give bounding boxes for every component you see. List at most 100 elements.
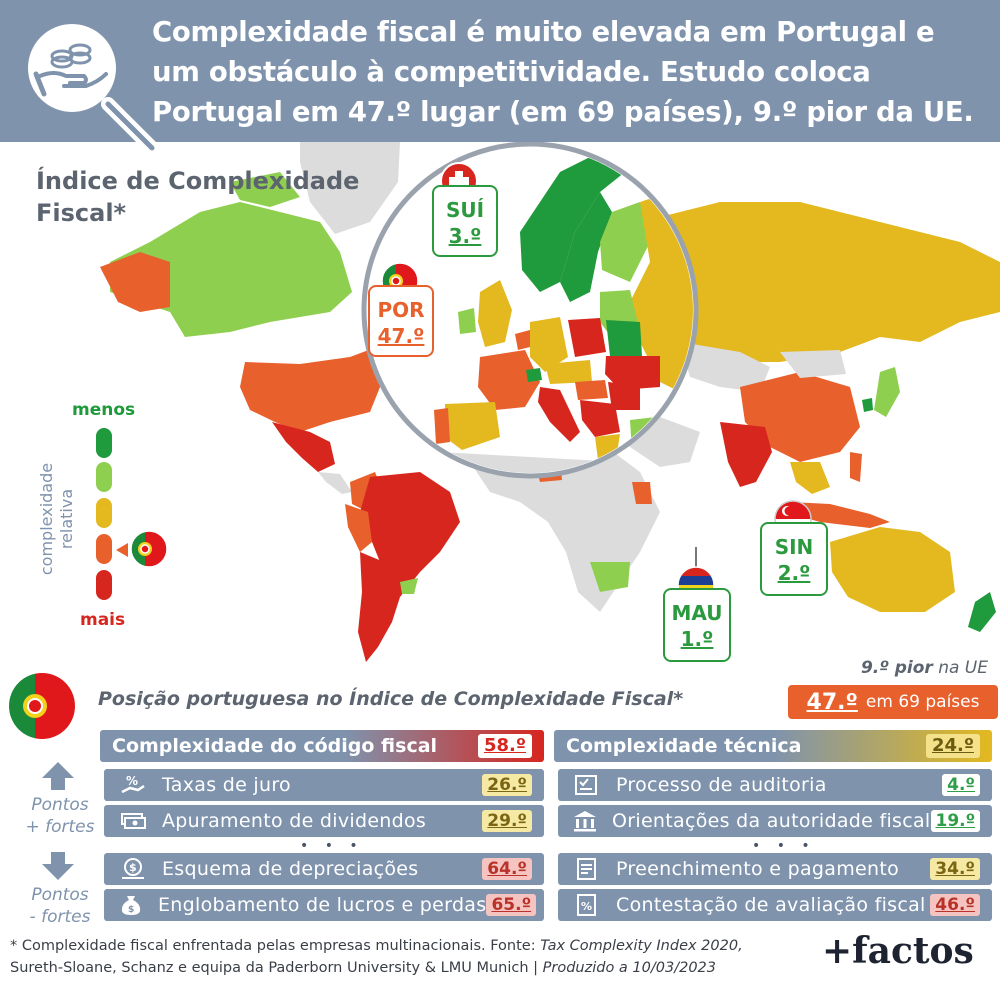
canada-region <box>110 202 352 337</box>
map-title: Índice de Complexidade Fiscal* <box>36 165 359 229</box>
arrow-down-icon <box>42 852 74 880</box>
map-title-line: Fiscal* <box>36 199 127 227</box>
row-rank: 34.º <box>930 858 980 880</box>
italy-region <box>538 387 580 442</box>
north-africa-region <box>440 452 620 473</box>
row-label: Orientações da autoridade fiscal <box>612 810 931 832</box>
norway-region <box>520 152 625 292</box>
overall-rank: 47.º <box>806 689 858 715</box>
mongolia-region <box>780 350 846 378</box>
ellipsis-icon: • • • <box>300 838 364 854</box>
country-code: POR <box>377 298 425 322</box>
legend-pointer-icon <box>116 543 128 557</box>
ukraine-region <box>605 356 660 390</box>
alaska-region <box>100 252 170 312</box>
footnote-source: * Complexidade fiscal enfrentada pelas e… <box>10 935 810 979</box>
title-line: Portugal em 47.º lugar (em 69 países), 9… <box>152 96 974 128</box>
svg-text:%: % <box>126 774 138 788</box>
legend-level-3 <box>96 498 112 528</box>
mexico-region <box>272 422 335 472</box>
header-rank: 24.º <box>925 734 980 758</box>
philippines-region <box>850 452 862 482</box>
row-label: Taxas de juro <box>162 774 291 796</box>
indonesia-region <box>790 502 890 528</box>
hungary-region <box>575 380 608 400</box>
header-rank: 58.º <box>477 734 532 758</box>
country-code: MAU <box>671 601 723 625</box>
japan-region <box>874 367 900 417</box>
row-label: Preenchimento e pagamento <box>616 858 900 880</box>
money-stack-icon <box>118 810 148 832</box>
depreciation-coin-icon: $ <box>118 858 148 880</box>
poland-region <box>568 318 606 357</box>
uruguay-region <box>400 578 418 594</box>
romania-region <box>608 382 640 410</box>
list-item: Orientações da autoridade fiscal 19.º <box>558 805 992 837</box>
singapore-rank-label: SIN 2.º <box>760 522 828 596</box>
austria-czech-region <box>545 360 592 384</box>
row-label: Englobamento de lucros e perdas <box>158 894 487 916</box>
legend-axis-line: relativa <box>57 488 76 550</box>
new-zealand-region <box>968 592 996 632</box>
list-item: $ Englobamento de lucros e perdas 65.º <box>104 889 544 921</box>
row-rank: 19.º <box>930 810 981 832</box>
list-item: % Contestação de avaliação fiscal 46.º <box>558 889 992 921</box>
korea-region <box>862 398 873 412</box>
title-line: Complexidade fiscal é muito elevada em P… <box>152 16 935 48</box>
legend-less-label: menos <box>72 400 136 420</box>
row-rank: 46.º <box>930 894 980 916</box>
ellipsis-icon: • • • <box>752 838 816 854</box>
percent-hand-icon: % <box>118 774 148 796</box>
list-item: Processo de auditoria 4.º <box>558 769 992 801</box>
header-banner: Complexidade fiscal é muito elevada em P… <box>0 0 1000 142</box>
central-america-region <box>318 472 352 494</box>
svg-text:%: % <box>581 900 592 913</box>
footnote-source-title: Tax Complexity Index 2020, <box>540 938 743 954</box>
tax-code-complexity-header: Complexidade do código fiscal 58.º <box>100 730 544 762</box>
portugal-flag-icon <box>9 673 75 739</box>
row-label: Processo de auditoria <box>616 774 827 796</box>
eu-rank-suffix: na UE <box>932 658 988 678</box>
arrow-up-icon <box>42 762 74 790</box>
eu-rank-text: 9.º pior na UE <box>861 658 988 678</box>
switzerland-region <box>526 368 542 382</box>
russia-region <box>640 202 1000 362</box>
belarus-region <box>606 320 642 356</box>
mauritius-rank-label: MAU 1.º <box>663 588 731 662</box>
se-asia-region <box>790 462 830 494</box>
row-rank: 26.º <box>482 774 532 796</box>
portugal-rank-label: POR 47.º <box>368 285 434 357</box>
sweden-region <box>560 192 612 302</box>
balkans-region <box>580 400 620 437</box>
spain-region <box>445 402 500 450</box>
south-africa-region <box>590 562 630 592</box>
side-label-line: - fortes <box>29 907 91 927</box>
page-title: Complexidade fiscal é muito elevada em P… <box>152 12 992 132</box>
side-label-line: Pontos <box>31 885 89 905</box>
chile-argentina-region <box>358 552 400 662</box>
portugal-region <box>434 408 450 444</box>
header-label: Complexidade do código fiscal <box>112 735 438 757</box>
header-label: Complexidade técnica <box>566 735 802 757</box>
legend-axis-label: complexidade relativa <box>24 455 94 585</box>
row-label: Apuramento de dividendos <box>162 810 427 832</box>
legend-axis-line: complexidade <box>37 462 56 576</box>
svg-text:$: $ <box>128 905 134 915</box>
side-label-line: + fortes <box>25 817 95 837</box>
position-title: Posição portuguesa no Índice de Complexi… <box>98 688 684 710</box>
footnote-text: * Complexidade fiscal enfrentada pelas e… <box>10 938 541 954</box>
legend-level-5 <box>96 570 112 600</box>
row-label: Contestação de avaliação fiscal <box>616 894 926 916</box>
magnifier-coins-hand-icon <box>20 16 161 157</box>
finland-region <box>600 202 650 282</box>
kazakhstan-region <box>680 342 770 392</box>
checklist-icon <box>572 774 602 796</box>
netherlands-region <box>515 330 530 350</box>
footnote-text: Sureth-Sloane, Schanz e equipa da Paderb… <box>10 960 543 976</box>
brand-logo: +factos <box>822 930 974 972</box>
list-item: Apuramento de dividendos 29.º <box>104 805 544 837</box>
weak-points-label: Pontos - fortes <box>20 884 100 928</box>
legend-more-label: mais <box>80 610 126 630</box>
legend-level-2 <box>96 462 112 492</box>
list-item: Preenchimento e pagamento 34.º <box>558 853 992 885</box>
